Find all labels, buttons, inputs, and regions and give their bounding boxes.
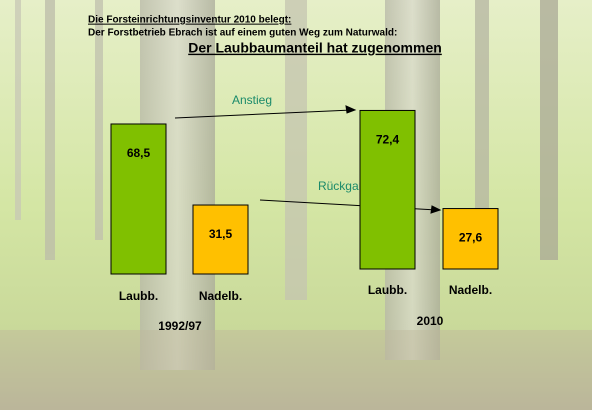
subheading: Der Forstbetrieb Ebrach ist auf einem gu… [88, 28, 397, 39]
group-label: 1992/97 [158, 319, 202, 333]
group-label: 2010 [417, 314, 444, 328]
value-label: 27,6 [459, 231, 483, 245]
category-label: Laubb. [368, 283, 407, 297]
bar [359, 109, 416, 270]
category-label: Nadelb. [449, 283, 492, 297]
tree-trunks [15, 0, 558, 370]
category-label: Nadelb. [199, 289, 242, 303]
heading: Die Forsteinrichtungsinventur 2010 beleg… [88, 15, 291, 26]
value-label: 31,5 [209, 227, 233, 241]
value-label: 68,5 [127, 146, 151, 160]
bar [110, 123, 167, 275]
annotation: Rückgang [318, 179, 372, 193]
value-label: 72,4 [376, 133, 400, 147]
bar [442, 208, 499, 270]
annotation: Anstieg [232, 93, 272, 107]
forest-floor [0, 330, 592, 410]
bar [192, 204, 249, 275]
category-label: Laubb. [119, 289, 158, 303]
chart-title: Der Laubbaumanteil hat zugenommen [188, 40, 442, 56]
